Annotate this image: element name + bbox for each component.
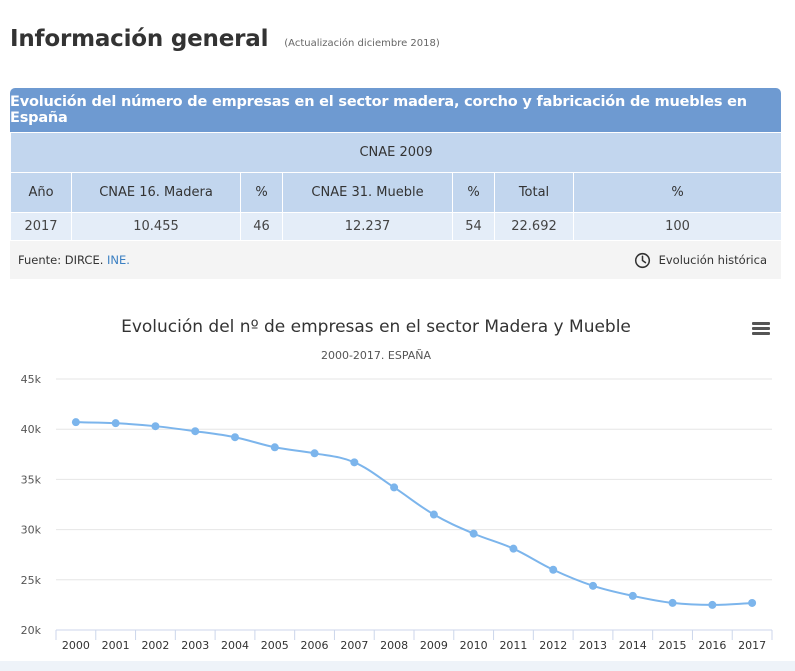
- cell-total-pct: 100: [572, 212, 783, 241]
- data-point[interactable]: [509, 544, 518, 553]
- col-header-madera-pct: %: [240, 172, 283, 213]
- cell-total: 22.692: [494, 212, 574, 241]
- cell-mueble-pct: 54: [452, 212, 495, 241]
- x-tick-label: 2015: [659, 639, 687, 652]
- bottom-strip: [0, 661, 795, 671]
- x-tick-label: 2012: [539, 639, 567, 652]
- table-footer: Fuente: DIRCE. INE. Evolución histórica: [10, 241, 781, 279]
- update-note: (Actualización diciembre 2018): [284, 38, 440, 49]
- x-tick-label: 2006: [301, 639, 329, 652]
- companies-table-card: Evolución del número de empresas en el s…: [9, 88, 783, 279]
- chart-container: Evolución del nº de empresas en el secto…: [0, 300, 795, 660]
- x-tick-label: 2001: [102, 639, 130, 652]
- x-tick-label: 2011: [499, 639, 527, 652]
- x-tick-label: 2014: [619, 639, 647, 652]
- column-header-row: Año CNAE 16. Madera % CNAE 31. Mueble % …: [10, 172, 783, 213]
- source-label: Fuente: DIRCE.: [18, 253, 104, 267]
- data-point[interactable]: [111, 419, 120, 428]
- col-header-madera: CNAE 16. Madera: [71, 172, 241, 213]
- col-header-year: Año: [10, 172, 72, 213]
- y-tick-label: 45k: [21, 373, 42, 386]
- col-header-total-pct: %: [572, 172, 783, 213]
- data-point[interactable]: [270, 443, 279, 452]
- table-row: 2017 10.455 46 12.237 54 22.692 100: [10, 212, 783, 241]
- history-label: Evolución histórica: [658, 253, 767, 267]
- series-line: [75, 421, 753, 606]
- data-point[interactable]: [708, 600, 717, 609]
- x-tick-label: 2010: [460, 639, 488, 652]
- x-tick-label: 2007: [340, 639, 368, 652]
- x-tick-label: 2017: [738, 639, 766, 652]
- x-tick-label: 2003: [181, 639, 209, 652]
- x-tick-label: 2000: [62, 639, 90, 652]
- chart-subtitle: 2000-2017. ESPAÑA: [321, 349, 432, 362]
- group-header-row: CNAE 2009: [9, 132, 783, 173]
- history-link[interactable]: Evolución histórica: [634, 252, 767, 269]
- data-point[interactable]: [628, 591, 637, 600]
- data-point[interactable]: [668, 598, 677, 607]
- cell-mueble: 12.237: [282, 212, 453, 241]
- y-tick-label: 20k: [21, 624, 42, 637]
- data-point[interactable]: [429, 510, 438, 519]
- cell-madera: 10.455: [71, 212, 241, 241]
- x-tick-label: 2009: [420, 639, 448, 652]
- page-title: Información general: [10, 26, 269, 52]
- group-header: CNAE 2009: [9, 132, 783, 173]
- ine-link[interactable]: INE.: [107, 253, 130, 267]
- chart-title: Evolución del nº de empresas en el secto…: [121, 317, 631, 337]
- data-point[interactable]: [549, 565, 558, 574]
- cell-madera-pct: 46: [240, 212, 283, 241]
- clock-icon: [634, 252, 650, 268]
- data-point[interactable]: [350, 458, 359, 467]
- col-header-mueble: CNAE 31. Mueble: [282, 172, 453, 213]
- data-point[interactable]: [151, 422, 160, 431]
- source-note: Fuente: DIRCE. INE.: [18, 253, 130, 267]
- x-tick-label: 2016: [698, 639, 726, 652]
- companies-table: CNAE 2009 Año CNAE 16. Madera % CNAE 31.…: [9, 132, 783, 241]
- line-chart: Evolución del nº de empresas en el secto…: [21, 317, 773, 652]
- data-point[interactable]: [191, 427, 200, 436]
- y-tick-label: 40k: [21, 423, 42, 436]
- data-point[interactable]: [390, 483, 399, 492]
- data-point[interactable]: [469, 529, 478, 538]
- y-tick-label: 25k: [21, 574, 42, 587]
- col-header-total: Total: [494, 172, 574, 213]
- table-title: Evolución del número de empresas en el s…: [10, 88, 781, 132]
- cell-year: 2017: [10, 212, 72, 241]
- data-point[interactable]: [71, 418, 80, 427]
- data-point[interactable]: [231, 433, 239, 442]
- page-header: Información general (Actualización dicie…: [10, 26, 440, 52]
- data-point[interactable]: [748, 598, 757, 607]
- x-tick-label: 2002: [141, 639, 169, 652]
- y-tick-label: 35k: [21, 473, 42, 486]
- x-tick-label: 2013: [579, 639, 607, 652]
- x-tick-label: 2005: [261, 639, 289, 652]
- col-header-mueble-pct: %: [452, 172, 495, 213]
- x-tick-label: 2008: [380, 639, 408, 652]
- y-tick-label: 30k: [21, 524, 42, 537]
- data-point[interactable]: [310, 449, 319, 458]
- chart-menu-icon[interactable]: [752, 322, 770, 336]
- data-point[interactable]: [589, 581, 597, 590]
- x-tick-label: 2004: [221, 639, 249, 652]
